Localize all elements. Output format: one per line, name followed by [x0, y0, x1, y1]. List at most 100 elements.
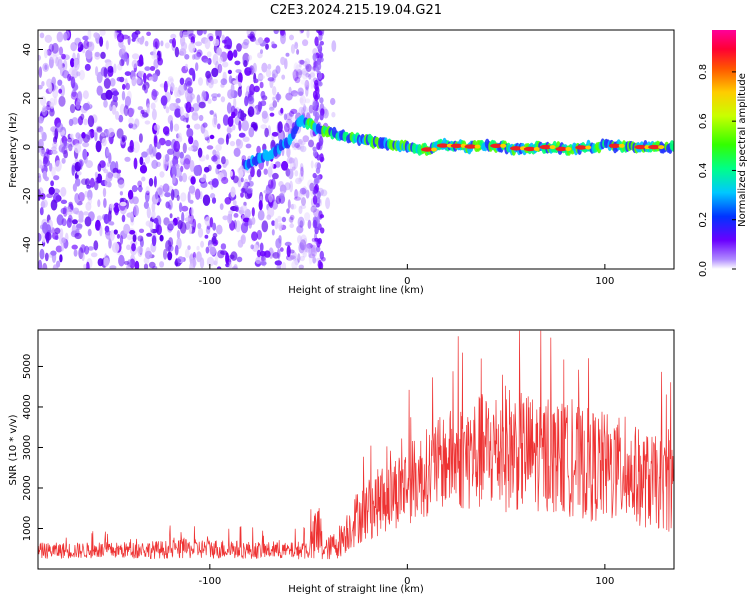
- spectrogram-noise-blob: [211, 155, 218, 162]
- spectrogram-noise-blob: [176, 194, 180, 201]
- spectrogram-noise-blob: [119, 201, 127, 207]
- spectrogram-noise-blob: [212, 222, 217, 231]
- spectrogram-noise-blob: [165, 153, 170, 162]
- spectrogram-noise-blob: [278, 130, 284, 143]
- spectrogram-noise-blob: [148, 177, 154, 187]
- spectrogram-noise-blob: [167, 148, 175, 155]
- spectrogram-noise-blob: [272, 96, 276, 101]
- spectrogram-noise-blob: [178, 175, 183, 182]
- spectrogram-noise-blob: [244, 208, 251, 219]
- spectrogram-noise-blob: [217, 137, 225, 145]
- spectrogram-noise-blob: [49, 102, 55, 109]
- spectrogram-noise-blob: [94, 132, 98, 142]
- spectrogram-noise-blob: [170, 189, 175, 201]
- spectrogram-noise-blob: [38, 54, 41, 61]
- spectrogram-noise-blob: [298, 177, 302, 183]
- spectrogram-noise-blob: [301, 68, 309, 76]
- spectrogram-noise-blob: [109, 265, 117, 269]
- spectrogram-noise-blob: [263, 250, 271, 258]
- spectrogram-noise-blob: [124, 156, 131, 162]
- spectrogram-noise-blob: [153, 134, 158, 144]
- spectrogram-noise-blob: [164, 42, 170, 49]
- spectrogram-noise-blob: [301, 70, 309, 80]
- spectrogram-noise-blob: [78, 218, 84, 223]
- spectrogram-peak: [618, 143, 625, 148]
- spectrogram-noise-blob: [38, 189, 41, 201]
- spectrogram-noise-blob: [135, 36, 140, 44]
- spectrogram-noise-blob: [71, 164, 75, 176]
- spectrogram-noise-blob: [151, 202, 156, 213]
- spectrogram-band-blob: [314, 226, 319, 235]
- spectrogram-band-blob: [316, 245, 321, 253]
- spectrogram-noise-blob: [124, 96, 132, 107]
- spectrogram-noise-blob: [193, 123, 201, 130]
- spectrogram-noise-blob: [300, 166, 304, 177]
- spectrogram-noise-blob: [227, 213, 233, 224]
- spectrogram-noise-blob: [69, 133, 74, 138]
- spectrogram-noise-blob: [50, 180, 54, 187]
- spectrogram-noise-blob: [283, 113, 288, 121]
- spectrogram-noise-blob: [212, 149, 217, 156]
- spectrogram-noise-blob: [42, 236, 46, 243]
- spectrogram-noise-blob: [267, 179, 274, 189]
- spectrogram-noise-blob: [61, 157, 66, 164]
- spectrogram-band-blob: [318, 52, 324, 59]
- spectrogram-noise-blob: [96, 215, 102, 222]
- spectrogram-noise-blob: [78, 247, 84, 260]
- spectrogram-noise-blob: [184, 154, 192, 165]
- spectrogram-noise-blob: [304, 79, 310, 90]
- spectrogram-noise-blob: [261, 255, 266, 261]
- spectrogram-noise-blob: [97, 199, 101, 208]
- spectrogram-noise-blob: [123, 52, 128, 62]
- spectrogram-noise-blob: [273, 30, 279, 35]
- spectrogram-noise-blob: [242, 136, 250, 143]
- spectrogram-peak: [450, 143, 463, 148]
- spectrogram-noise-blob: [172, 174, 176, 184]
- spectrogram-noise-blob: [151, 74, 158, 82]
- spectrogram-noise-blob: [151, 235, 157, 247]
- spectrogram-noise-blob: [290, 108, 298, 114]
- spectrogram-noise-blob: [279, 247, 284, 252]
- spectrogram-noise-blob: [66, 137, 73, 143]
- y-tick-label: 40: [22, 43, 33, 56]
- spectrogram-noise-blob: [299, 59, 305, 65]
- spectrogram-noise-blob: [90, 252, 98, 258]
- spectrogram-noise-blob: [84, 190, 88, 198]
- spectrogram-noise-blob: [285, 52, 290, 57]
- spectrogram-noise-blob: [303, 237, 307, 244]
- spectrogram-peak: [464, 144, 477, 149]
- spectrogram-noise-blob: [39, 164, 44, 169]
- spectrogram-noise-blob: [156, 224, 163, 236]
- spectrogram-noise-blob: [198, 77, 203, 86]
- spectrogram-noise-blob: [121, 45, 126, 53]
- snr-series-line: [37, 330, 675, 560]
- snr-x-ticks: -100 0 100: [198, 564, 614, 587]
- spectrogram-noise-blob: [266, 214, 272, 220]
- spectrogram-noise-blob: [127, 189, 134, 200]
- spectrogram-noise-blob: [41, 199, 48, 208]
- spectrogram-noise-blob: [293, 196, 302, 201]
- spectrogram-noise-blob: [305, 72, 310, 78]
- spectrogram-noise-blob: [102, 187, 107, 198]
- spectrogram-noise-blob: [298, 264, 304, 269]
- spectrogram-noise-blob: [179, 48, 187, 56]
- spectrogram-noise-blob: [104, 225, 110, 233]
- spectrogram-noise-blob: [197, 227, 204, 238]
- spectrogram-noise-blob: [280, 33, 286, 45]
- spectrogram-noise-blob: [187, 245, 191, 251]
- spectrogram-noise-blob: [205, 246, 210, 254]
- spectrogram-noise-blob: [152, 146, 157, 157]
- spectrogram-noise-blob: [50, 150, 58, 155]
- spectrogram-noise-blob: [236, 43, 242, 52]
- spectrogram-noise-blob: [227, 116, 234, 127]
- spectrogram-noise-blob: [72, 183, 77, 192]
- spectrogram-noise-blob: [298, 63, 302, 68]
- spectrogram-noise-blob: [144, 40, 149, 47]
- spectrogram-band-blob: [314, 66, 320, 72]
- spectrogram-noise-blob: [231, 266, 238, 269]
- spectrogram-noise-blob: [116, 172, 121, 180]
- spectrogram-noise-blob: [230, 205, 238, 212]
- spectrogram-noise-blob: [297, 87, 304, 96]
- spectrogram-noise-blob: [234, 60, 241, 66]
- spectrogram-noise-blob: [77, 90, 83, 103]
